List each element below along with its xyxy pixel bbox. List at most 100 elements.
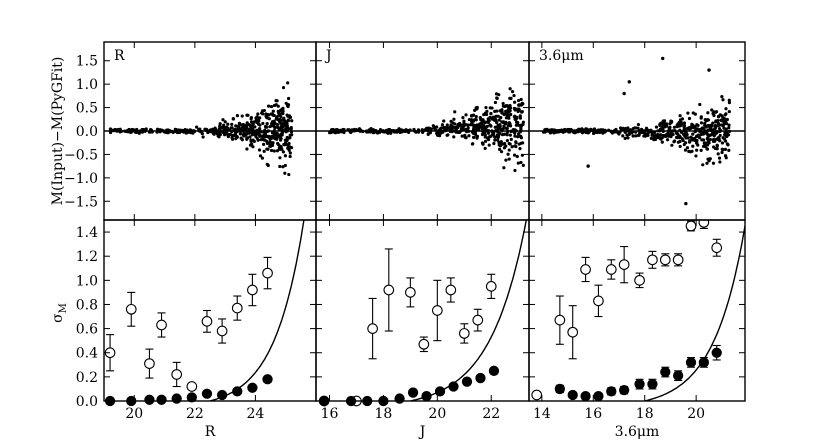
filled-circle-point <box>186 392 197 403</box>
residual-point <box>261 121 265 126</box>
residual-point <box>217 127 221 131</box>
filled-circle-point <box>606 386 617 397</box>
residual-point <box>475 105 479 110</box>
residual-point <box>515 154 519 159</box>
residual-point <box>493 138 497 142</box>
residual-point <box>717 126 722 131</box>
filled-circle-point <box>216 389 228 401</box>
residual-point <box>281 111 285 116</box>
residual-point <box>685 146 690 150</box>
residual-point <box>280 122 284 126</box>
detection-limit-curve <box>410 220 527 402</box>
residual-point <box>286 81 290 85</box>
residual-point <box>610 131 615 135</box>
residual-point <box>516 98 521 103</box>
detection-limit-curve <box>644 225 745 402</box>
residual-point <box>279 132 283 136</box>
residual-point <box>690 122 694 126</box>
residual-point <box>262 149 266 153</box>
residual-point <box>701 144 706 148</box>
residual-point <box>289 127 293 131</box>
residual-point <box>261 112 265 116</box>
residual-point <box>508 96 512 100</box>
residual-point <box>502 124 506 128</box>
residual-point <box>481 142 485 146</box>
residual-point <box>719 118 723 122</box>
residual-point <box>716 152 720 156</box>
residual-point <box>693 112 697 116</box>
x-tick-label: 20 <box>687 406 705 422</box>
residual-point <box>718 133 722 138</box>
residual-point <box>699 116 703 120</box>
residual-point <box>258 154 263 158</box>
residual-point <box>713 123 718 128</box>
filled-circle-point <box>580 391 591 402</box>
residual-point <box>673 139 677 143</box>
x-axis-label: J <box>418 424 426 440</box>
residual-point <box>276 110 281 115</box>
residual-point <box>234 124 238 128</box>
residual-point <box>289 146 294 150</box>
residual-point <box>467 134 471 138</box>
residual-point <box>487 143 491 147</box>
bottom-ylabel: σM <box>50 303 69 323</box>
residual-point <box>286 118 290 122</box>
residual-point <box>662 119 667 123</box>
open-circle-point <box>605 264 617 275</box>
residual-point <box>636 133 640 138</box>
residual-point <box>665 138 670 142</box>
residual-point <box>687 126 691 130</box>
residual-point <box>636 122 641 127</box>
residual-point <box>275 131 279 136</box>
residual-outlier <box>707 68 711 72</box>
open-circle-point <box>156 319 167 331</box>
filled-circle-point <box>647 378 658 390</box>
residual-point <box>278 135 282 140</box>
residual-point <box>631 134 635 138</box>
residual-point <box>513 131 517 135</box>
residual-point <box>687 116 692 121</box>
residual-point <box>706 118 711 122</box>
y-tick-label: 0.2 <box>76 370 98 386</box>
sigma-layer <box>104 220 745 407</box>
x-axis-label: R <box>205 424 216 440</box>
residual-point <box>463 135 467 139</box>
residual-point <box>718 160 722 164</box>
residual-point <box>689 135 693 139</box>
residual-point <box>272 103 277 108</box>
residual-point <box>716 121 721 126</box>
residual-point <box>283 119 287 123</box>
residual-point <box>256 122 261 126</box>
residual-point <box>235 114 240 118</box>
residual-point <box>270 124 274 128</box>
residual-point <box>497 140 501 145</box>
residual-point <box>504 158 508 162</box>
residual-point <box>727 98 731 102</box>
residual-point <box>466 123 470 127</box>
residual-point <box>704 125 708 129</box>
residual-point <box>285 104 290 108</box>
residual-point <box>486 131 491 135</box>
open-circle-point <box>531 389 543 401</box>
open-circle-point <box>458 328 470 339</box>
filled-circle-point <box>247 382 258 393</box>
residual-point <box>440 123 445 127</box>
y-tick-label: 0.8 <box>76 297 98 313</box>
open-circle-point <box>367 323 378 334</box>
residual-point <box>507 106 511 110</box>
residual-point <box>712 110 716 114</box>
residual-point <box>514 117 518 121</box>
residual-point <box>270 143 275 147</box>
residual-point <box>509 112 513 117</box>
residual-point <box>499 150 504 154</box>
residual-point <box>646 133 650 138</box>
residual-point <box>251 145 255 149</box>
residual-point <box>428 131 432 135</box>
residual-point <box>681 132 686 136</box>
residual-point <box>519 160 523 165</box>
residual-point <box>724 107 728 111</box>
residual-point <box>508 87 512 91</box>
residual-point <box>507 116 511 120</box>
residual-point <box>248 135 252 139</box>
residual-point <box>696 123 700 127</box>
